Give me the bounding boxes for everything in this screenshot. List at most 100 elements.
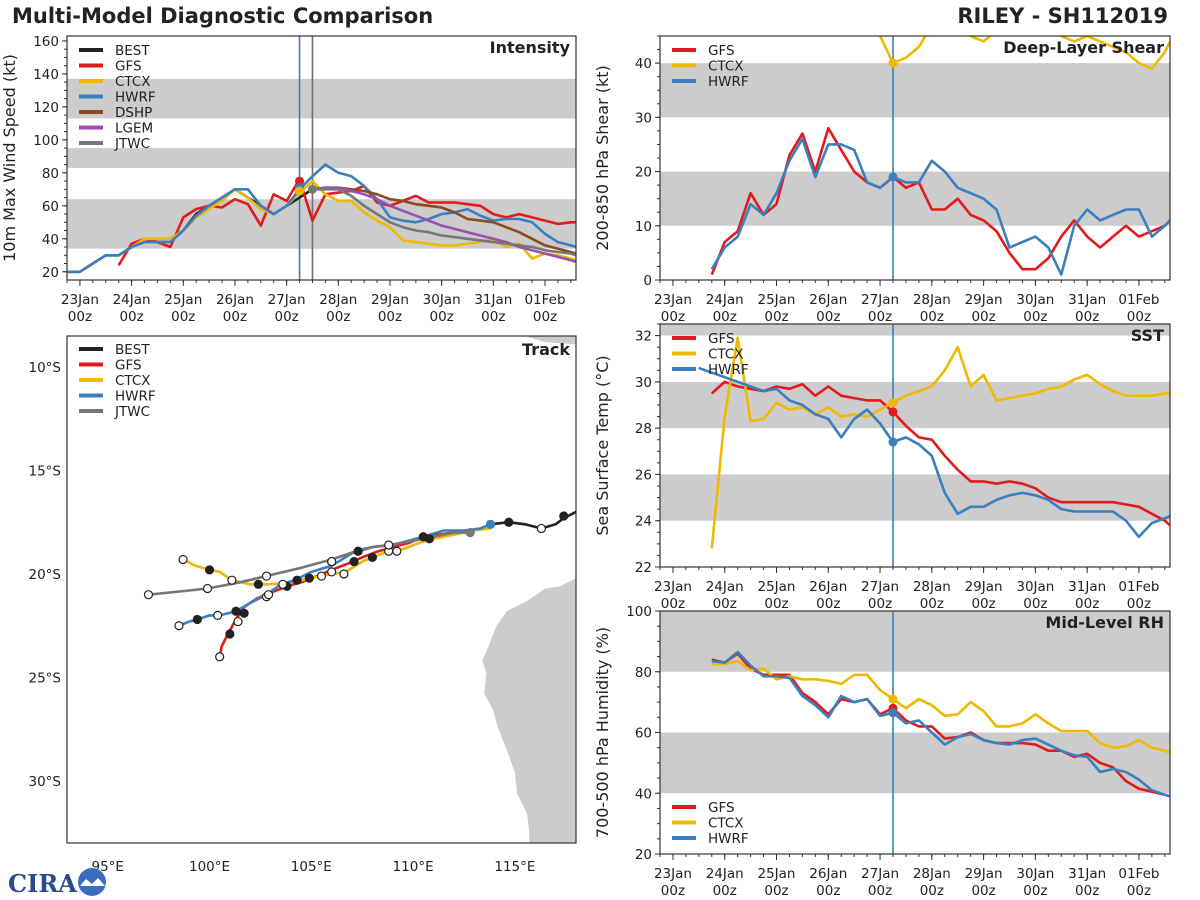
y-tick-label: 60 — [635, 726, 652, 742]
x-tick-label: 00z — [1075, 309, 1099, 325]
track-point-best — [536, 523, 546, 534]
track-point-gfs — [239, 608, 249, 618]
x-tick-label: 00z — [1023, 596, 1047, 612]
x-tick-label: 27Jan — [268, 292, 306, 308]
page-title: Multi-Model Diagnostic Comparison — [12, 4, 434, 28]
x-tick-label: 00z — [816, 309, 840, 325]
legend-label-ctcx: CTCX — [708, 347, 744, 363]
track-point-jtwc — [465, 527, 475, 538]
x-tick-label: 26Jan — [809, 579, 847, 595]
x-tick-label: 01Feb — [1118, 579, 1159, 595]
track-point-best — [559, 511, 569, 521]
marker-hwrf — [888, 172, 898, 182]
series-line-gfs — [710, 126, 1170, 276]
series-line-hwrf — [711, 650, 1170, 798]
x-tick-label: 00z — [920, 596, 944, 612]
x-tick-label: 28Jan — [913, 292, 951, 308]
marker-gfs — [295, 176, 305, 186]
track-point-gfs — [327, 567, 337, 577]
x-tick-label: 00z — [764, 596, 788, 612]
series-line-gfs — [710, 380, 1170, 527]
series-line-ctcx — [711, 659, 1170, 754]
track-point-jtwc — [143, 590, 154, 600]
y-tick-label: 20 — [635, 847, 652, 863]
legend-label-hwrf: HWRF — [708, 831, 749, 847]
track-point-gfs — [233, 616, 243, 627]
track-point-ctcx — [339, 569, 349, 579]
track-point-ctcx — [424, 534, 435, 544]
x-tick-label: 00z — [1075, 883, 1099, 899]
marker-gfs — [888, 407, 898, 417]
panel-shear: 01020304023Jan00z24Jan00z25Jan00z26Jan00… — [593, 35, 1171, 325]
track-point-gfs — [367, 552, 377, 563]
shaded-band — [660, 381, 1170, 429]
track-point-hwrf — [213, 610, 223, 620]
track-line-gfs — [218, 531, 475, 658]
lat-tick-label: 20°S — [29, 567, 62, 583]
x-tick-label: 00z — [378, 309, 402, 325]
x-tick-label: 27Jan — [861, 579, 899, 595]
panel-title: Mid-Level RH — [1045, 613, 1164, 632]
track-point-best — [504, 517, 514, 527]
x-tick-label: 28Jan — [319, 292, 357, 308]
y-tick-label: 80 — [635, 665, 652, 681]
y-tick-label: 0 — [643, 273, 652, 289]
track-point-hwrf — [231, 606, 241, 616]
x-tick-label: 25Jan — [164, 292, 202, 308]
x-tick-label: 00z — [481, 309, 505, 325]
series-line-jtwc — [312, 188, 576, 257]
track-point-ctcx — [253, 579, 263, 589]
track-point-jtwc — [327, 556, 337, 567]
legend-label-gfs: GFS — [115, 358, 142, 374]
lon-tick-label: 105°E — [291, 859, 332, 875]
shaded-band — [660, 171, 1170, 226]
x-tick-label: 00z — [661, 596, 685, 612]
y-tick-label: 60 — [42, 199, 59, 215]
x-tick-label: 00z — [326, 309, 350, 325]
track-point-ctcx — [227, 575, 237, 585]
x-tick-label: 26Jan — [809, 292, 847, 308]
x-tick-label: 29Jan — [965, 292, 1003, 308]
x-tick-label: 27Jan — [861, 292, 899, 308]
x-tick-label: 23Jan — [654, 866, 692, 882]
panel-intensity: 2040608010012014016023Jan00z24Jan00z25Ja… — [0, 34, 577, 325]
y-tick-label: 140 — [33, 67, 59, 83]
legend-label-best: BEST — [115, 342, 150, 358]
x-tick-label: 24Jan — [706, 866, 744, 882]
x-tick-label: 00z — [1127, 309, 1151, 325]
x-tick-label: 31Jan — [1068, 292, 1106, 308]
legend-label-hwrf: HWRF — [708, 362, 749, 378]
logo-globe-icon — [78, 868, 106, 896]
marker-ctcx — [888, 398, 898, 408]
marker-hwrf — [888, 437, 898, 447]
y-tick-label: 40 — [635, 56, 652, 72]
x-tick-label: 00z — [68, 309, 92, 325]
x-tick-label: 00z — [971, 309, 995, 325]
land-indonesia — [525, 336, 576, 345]
legend-label-gfs: GFS — [708, 800, 735, 816]
y-axis-label: 700-500 hPa Humidity (%) — [593, 627, 612, 838]
y-tick-label: 100 — [626, 604, 652, 620]
x-tick-label: 00z — [971, 596, 995, 612]
y-axis-label: 10m Max Wind Speed (kt) — [0, 54, 19, 262]
x-tick-label: 00z — [868, 596, 892, 612]
x-tick-label: 00z — [868, 883, 892, 899]
x-tick-label: 30Jan — [1016, 579, 1054, 595]
legend-label-ctcx: CTCX — [115, 373, 151, 389]
x-tick-label: 31Jan — [474, 292, 512, 308]
panel-title: Intensity — [490, 38, 571, 57]
x-tick-label: 00z — [764, 309, 788, 325]
shaded-band — [660, 324, 1170, 336]
x-tick-label: 23Jan — [654, 292, 692, 308]
legend-label-hwrf: HWRF — [115, 389, 156, 405]
x-tick-label: 23Jan — [61, 292, 99, 308]
series-line-ctcx — [878, 36, 1170, 70]
x-tick-label: 01Feb — [1118, 292, 1159, 308]
x-tick-label: 24Jan — [706, 579, 744, 595]
logo-mountain-icon — [80, 878, 105, 886]
lat-tick-label: 15°S — [29, 464, 62, 480]
shaded-band — [660, 63, 1170, 118]
x-tick-label: 30Jan — [1016, 292, 1054, 308]
lon-tick-label: 110°E — [393, 859, 434, 875]
panel-rh: 2040608010023Jan00z24Jan00z25Jan00z26Jan… — [593, 604, 1171, 899]
